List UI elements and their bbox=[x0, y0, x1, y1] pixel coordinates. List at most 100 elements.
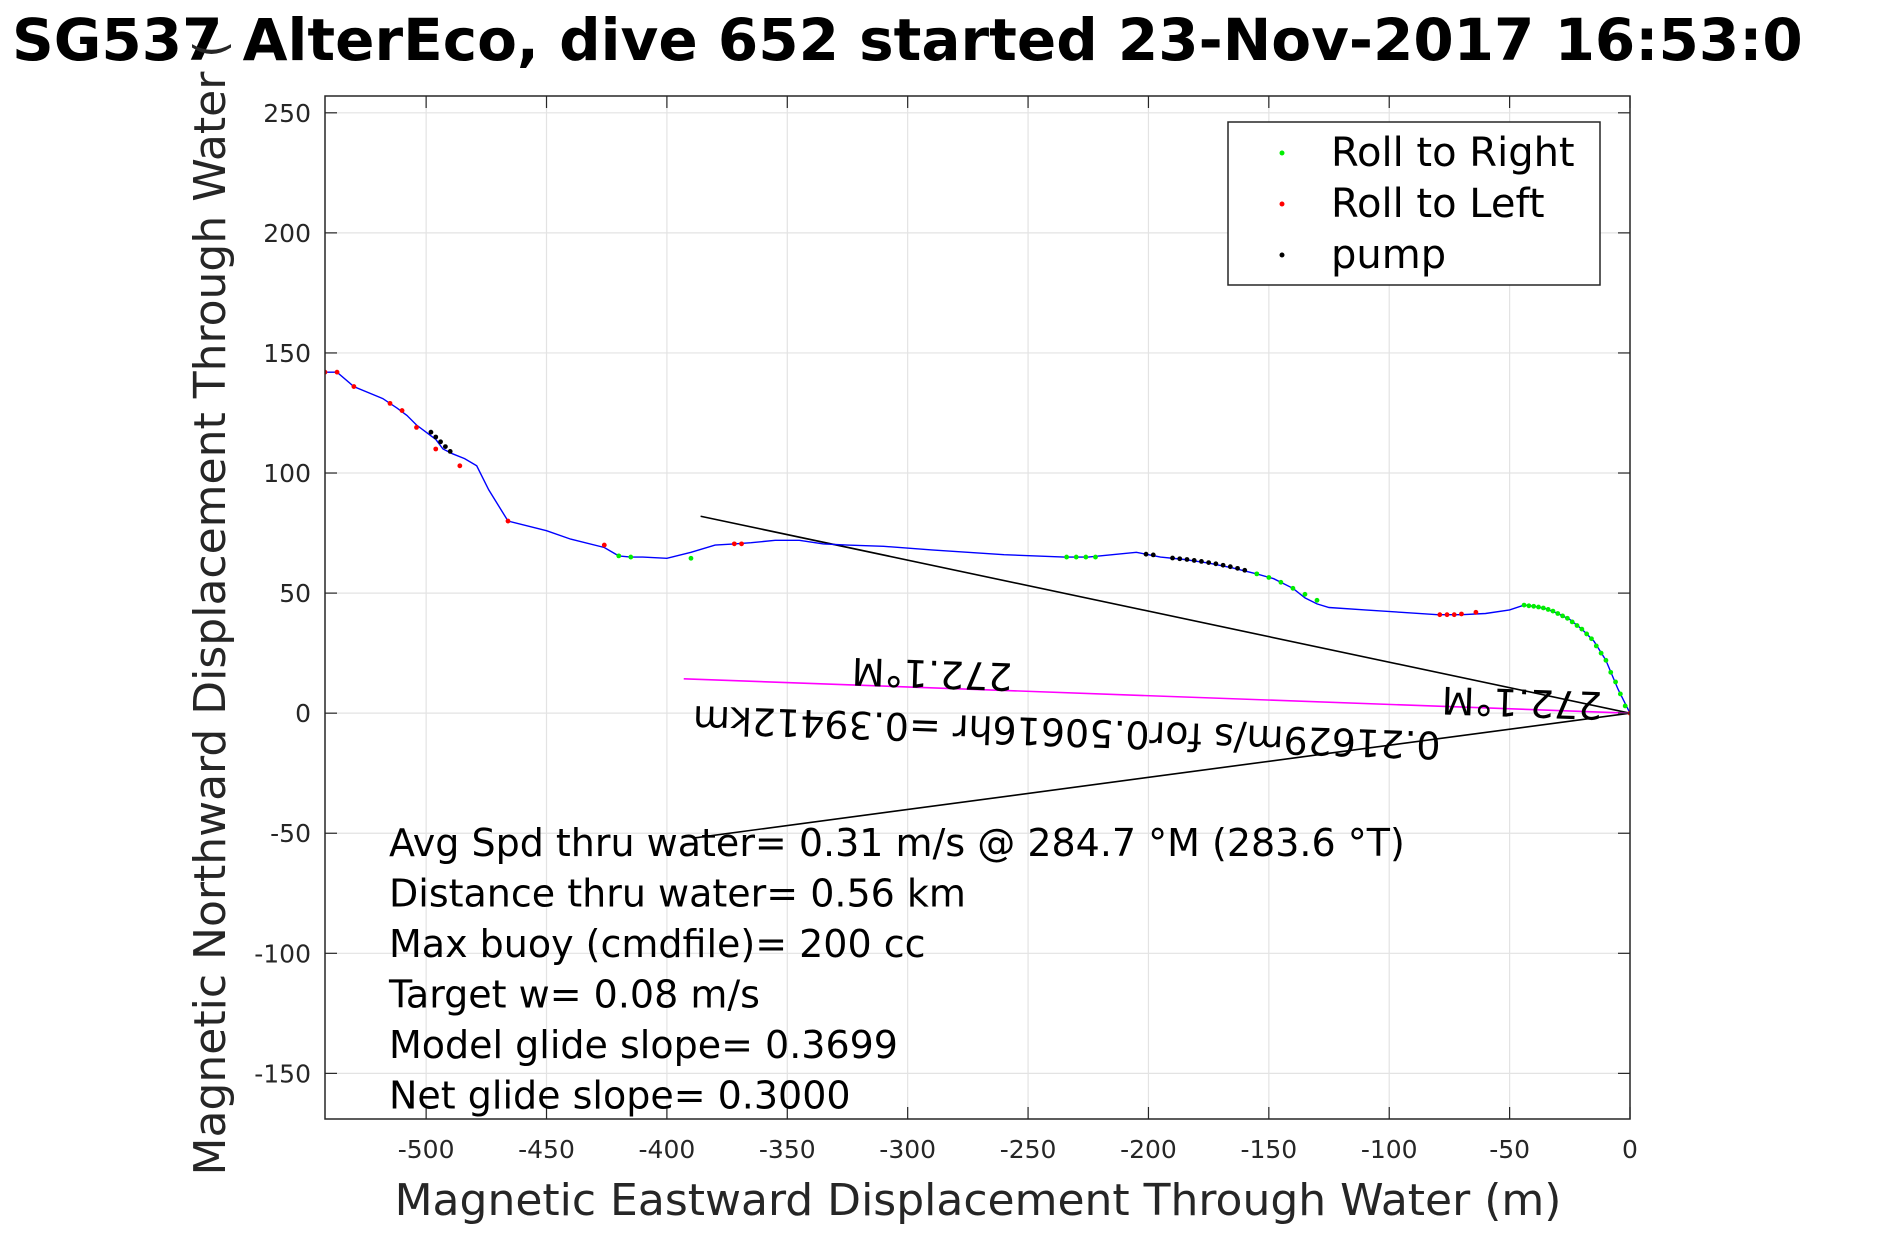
y-tick-label: 250 bbox=[263, 99, 311, 128]
roll-right-point bbox=[1598, 650, 1604, 656]
stats-annotation-5: Net glide slope= 0.3000 bbox=[389, 1074, 851, 1118]
roll-left-point bbox=[334, 369, 340, 375]
roll-right-point bbox=[1550, 608, 1556, 614]
roll-right-point bbox=[1536, 604, 1541, 610]
roll-left-point bbox=[1451, 612, 1457, 618]
legend: Roll to Right Roll to Left pump bbox=[1227, 121, 1601, 286]
reference-line-2 bbox=[683, 678, 1630, 714]
roll-right-point bbox=[1314, 597, 1320, 603]
legend-label-pump: pump bbox=[1331, 232, 1446, 278]
rotated-annotations: 0.21629m/s for0.50616hr =0.39412km272.1°… bbox=[692, 649, 1603, 767]
roll-left-point bbox=[601, 542, 607, 548]
roll-left-point bbox=[414, 424, 419, 430]
legend-label-roll-left: Roll to Left bbox=[1331, 181, 1545, 227]
pump-point bbox=[1150, 552, 1156, 558]
roll-right-point bbox=[1584, 631, 1590, 637]
x-tick-label: -50 bbox=[1489, 1135, 1530, 1164]
pump-point bbox=[1170, 555, 1175, 561]
plot-area bbox=[325, 369, 1630, 839]
series-layer bbox=[325, 369, 1630, 839]
legend-marker-pump bbox=[1279, 252, 1285, 258]
pump-point bbox=[1177, 556, 1183, 562]
roll-left-point bbox=[457, 463, 463, 469]
rotated-annotation-0: 0.21629m/s for0.50616hr =0.39412km bbox=[692, 697, 1441, 767]
y-tick-label: 0 bbox=[295, 699, 311, 728]
roll-right-point bbox=[616, 553, 622, 559]
roll-right-point bbox=[1266, 575, 1272, 580]
roll-right-point bbox=[1540, 605, 1546, 611]
roll-right-point bbox=[1574, 623, 1580, 628]
roll-right-point bbox=[1617, 691, 1623, 697]
x-tick-label: -300 bbox=[879, 1135, 936, 1164]
roll-right-point bbox=[1073, 554, 1079, 560]
legend-marker-roll-right bbox=[1279, 150, 1285, 156]
reference-line-1 bbox=[693, 712, 1630, 839]
roll-right-point bbox=[1290, 585, 1296, 591]
x-tick-label: -200 bbox=[1120, 1135, 1177, 1164]
pump-point bbox=[438, 439, 443, 445]
roll-right-point bbox=[1531, 603, 1537, 609]
roll-left-point bbox=[387, 400, 393, 406]
pump-point bbox=[447, 449, 453, 454]
stats-annotation-2: Max buoy (cmdfile)= 200 cc bbox=[389, 922, 926, 966]
roll-right-point bbox=[1593, 643, 1599, 649]
roll-right-point bbox=[1564, 615, 1570, 621]
x-tick-label: -400 bbox=[639, 1135, 696, 1164]
reference-line-0 bbox=[700, 515, 1630, 714]
axes-box bbox=[324, 95, 1631, 1120]
rotated-annotation-1: 272.1°M bbox=[851, 649, 1013, 699]
roll-left-point bbox=[433, 446, 439, 452]
pump-point bbox=[1143, 551, 1149, 557]
roll-right-point bbox=[1603, 657, 1609, 663]
roll-right-point bbox=[1526, 603, 1532, 609]
y-tick-label: -100 bbox=[254, 939, 311, 968]
roll-right-point bbox=[1278, 579, 1284, 585]
roll-right-point bbox=[1521, 602, 1527, 608]
pump-point bbox=[1235, 565, 1240, 571]
roll-right-point bbox=[1254, 571, 1260, 577]
roll-right-point bbox=[1622, 703, 1628, 709]
chart-title: SG537 AlterEco, dive 652 started 23-Nov-… bbox=[12, 6, 1803, 74]
y-tick-label: 50 bbox=[279, 579, 311, 608]
roll-left-point bbox=[1437, 612, 1443, 618]
roll-right-point bbox=[1545, 607, 1551, 612]
roll-right-point bbox=[688, 555, 694, 561]
roll-right-point bbox=[1560, 613, 1565, 619]
pump-point bbox=[1227, 564, 1233, 570]
x-tick-label: -450 bbox=[518, 1135, 575, 1164]
pump-point bbox=[1220, 562, 1226, 568]
roll-right-point bbox=[1569, 619, 1575, 625]
stats-annotation-3: Target w= 0.08 m/s bbox=[388, 973, 760, 1017]
roll-left-point bbox=[1473, 609, 1479, 615]
pump-point bbox=[433, 434, 439, 440]
roll-right-point bbox=[1613, 679, 1618, 685]
roll-left-point bbox=[1459, 611, 1464, 617]
y-tick-label: 100 bbox=[263, 459, 311, 488]
roll-left-point bbox=[739, 541, 744, 547]
roll-right-point bbox=[1083, 554, 1089, 560]
annotations: Avg Spd thru water= 0.31 m/s @ 284.7 °M … bbox=[388, 821, 1405, 1118]
x-tick-label: -250 bbox=[1000, 1135, 1057, 1164]
stats-annotation-1: Distance thru water= 0.56 km bbox=[389, 872, 966, 916]
roll-left-point bbox=[351, 384, 357, 389]
roll-right-point bbox=[1579, 626, 1585, 632]
pump-point bbox=[1199, 558, 1204, 564]
x-tick-label: -500 bbox=[398, 1135, 455, 1164]
legend-label-roll-right: Roll to Right bbox=[1331, 130, 1575, 176]
y-axis-label: Magnetic Northward Displacement Through … bbox=[185, 41, 236, 1176]
x-tick-label: -150 bbox=[1240, 1135, 1297, 1164]
pump-point bbox=[1206, 560, 1212, 565]
roll-left-point bbox=[1444, 612, 1450, 618]
roll-right-point bbox=[1589, 636, 1594, 642]
pump-point bbox=[428, 429, 434, 435]
pump-point bbox=[1184, 557, 1190, 562]
stats-annotation-4: Model glide slope= 0.3699 bbox=[389, 1023, 898, 1067]
roll-right-point bbox=[1608, 669, 1614, 675]
x-axis-label: Magnetic Eastward Displacement Through W… bbox=[395, 1175, 1562, 1226]
y-tick-label: -50 bbox=[270, 819, 311, 848]
y-tick-label: 200 bbox=[263, 219, 311, 248]
roll-right-point bbox=[628, 554, 634, 560]
y-tick-label: -150 bbox=[254, 1059, 311, 1088]
track-line bbox=[325, 371, 1630, 714]
